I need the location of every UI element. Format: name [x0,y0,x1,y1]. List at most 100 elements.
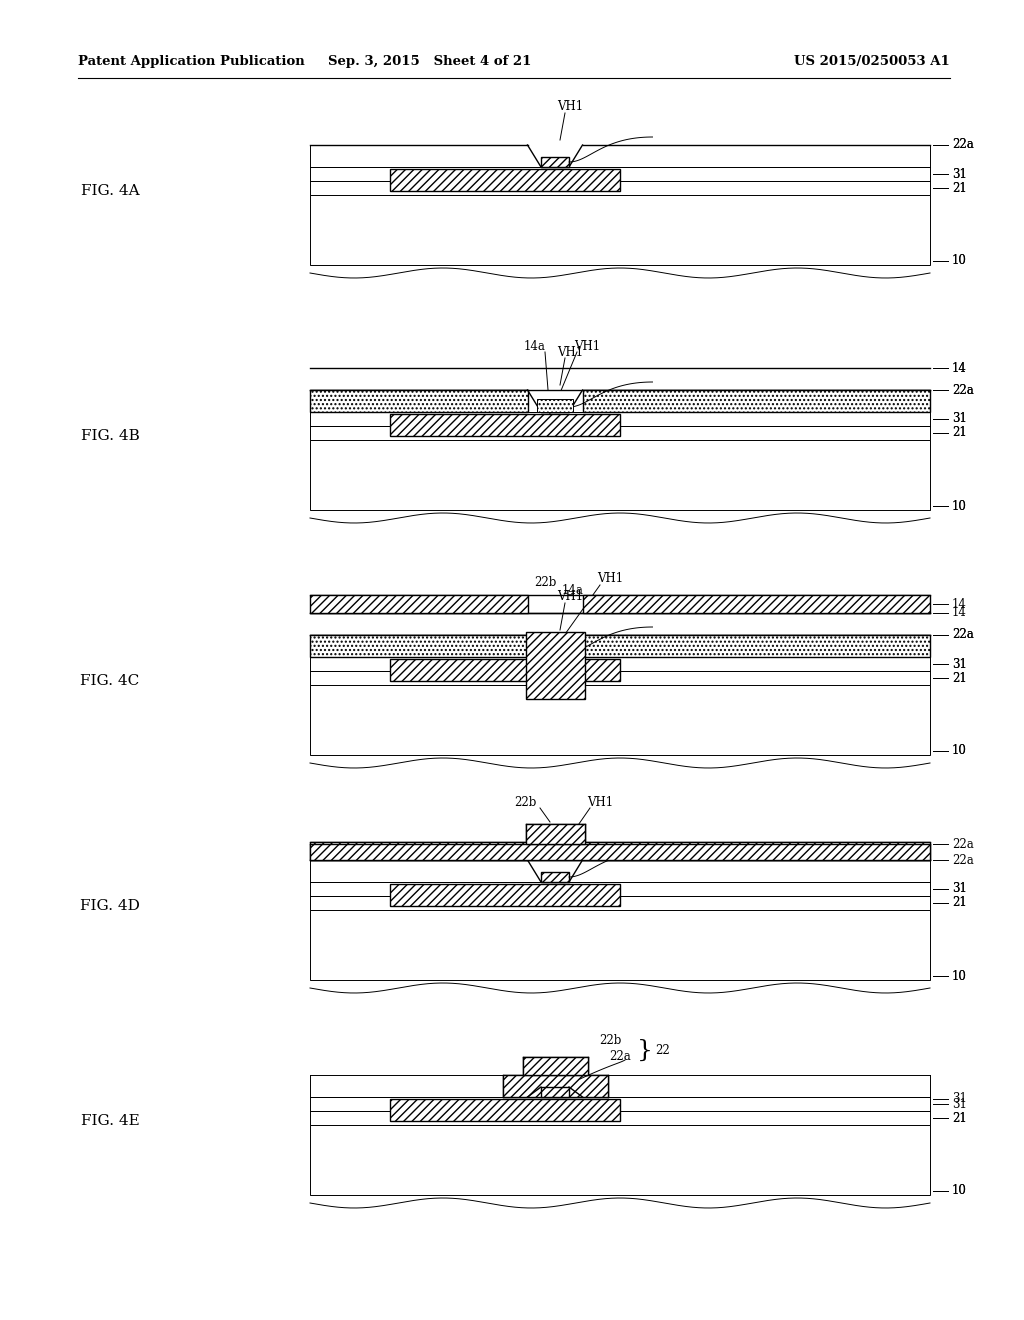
Text: 31: 31 [952,657,967,671]
Text: 22a: 22a [952,139,974,152]
Text: 21: 21 [952,896,967,909]
Text: 22: 22 [655,1044,671,1056]
Bar [390,1100,620,1121]
Text: US 2015/0250053 A1: US 2015/0250053 A1 [795,55,950,69]
Bar [525,632,585,700]
Text: 14: 14 [952,598,967,610]
Bar [310,843,930,861]
Bar [537,399,573,412]
Text: 22a: 22a [609,1051,631,1064]
Bar [583,635,930,657]
Bar [310,685,930,755]
Text: Patent Application Publication: Patent Application Publication [78,55,305,69]
Text: 21: 21 [952,1111,967,1125]
Bar [541,157,569,168]
Text: 31: 31 [952,657,967,671]
Bar [310,412,930,426]
Bar [503,1074,607,1097]
Text: 22b: 22b [514,796,537,808]
Text: FIG. 4A: FIG. 4A [81,183,139,198]
Text: 21: 21 [952,426,967,440]
Bar [525,824,585,843]
Text: 21: 21 [952,672,967,685]
Text: 22a: 22a [952,854,974,866]
Text: 31: 31 [952,168,967,181]
Bar [541,1086,569,1097]
Bar [310,861,930,882]
Text: 22a: 22a [952,384,974,396]
Bar [310,657,930,671]
Text: 14: 14 [952,362,967,375]
Text: 31: 31 [952,883,967,895]
Bar [310,145,930,168]
Text: VH1: VH1 [587,796,613,808]
Text: VH1: VH1 [557,346,583,359]
Text: VH1: VH1 [573,339,600,352]
Bar [310,1074,930,1097]
Bar [310,440,930,510]
Text: 10: 10 [952,969,967,982]
Text: FIG. 4B: FIG. 4B [81,429,139,444]
Text: 10: 10 [952,1184,967,1197]
Bar [541,403,569,412]
Bar [541,647,569,657]
Bar [310,1097,930,1111]
Text: VH1: VH1 [557,590,583,603]
Bar [310,635,930,657]
Text: 31: 31 [952,168,967,181]
Text: 21: 21 [952,181,967,194]
Text: 22b: 22b [599,1034,622,1047]
Bar [310,909,930,979]
Text: Sep. 3, 2015   Sheet 4 of 21: Sep. 3, 2015 Sheet 4 of 21 [329,55,531,69]
Bar [310,896,930,909]
Bar [583,389,930,412]
Bar [390,169,620,191]
Text: 21: 21 [952,426,967,440]
Bar [310,181,930,195]
Text: 10: 10 [952,499,967,512]
Text: VH1: VH1 [557,100,583,114]
Text: 31: 31 [952,1097,967,1110]
Text: 10: 10 [952,255,967,268]
Bar [390,884,620,906]
Bar [390,414,620,436]
Bar [310,595,527,612]
Text: 31: 31 [952,883,967,895]
Bar [310,426,930,440]
Text: FIG. 4C: FIG. 4C [80,675,139,688]
Bar [310,635,527,657]
Bar [310,389,930,412]
Text: 22b: 22b [534,577,556,590]
Bar [583,595,930,612]
Bar [310,842,930,861]
Bar [310,1125,930,1195]
Text: 21: 21 [952,672,967,685]
Text: 10: 10 [952,255,967,268]
Text: VH1: VH1 [597,572,623,585]
Bar [390,659,620,681]
Text: 22a: 22a [952,139,974,152]
Text: 31: 31 [952,1093,967,1106]
Bar [310,195,930,265]
Text: 21: 21 [952,181,967,194]
Text: 14a: 14a [524,339,546,352]
Text: 10: 10 [952,744,967,758]
Text: 10: 10 [952,499,967,512]
Text: 22a: 22a [952,628,974,642]
Bar [310,882,930,896]
Text: }: } [637,1039,653,1061]
Bar [310,671,930,685]
Text: FIG. 4D: FIG. 4D [80,899,140,913]
Text: 21: 21 [952,896,967,909]
Bar [541,873,569,882]
Text: 14: 14 [952,362,967,375]
Text: 22a: 22a [952,837,974,850]
Text: 10: 10 [952,969,967,982]
Text: 22a: 22a [952,384,974,396]
Text: 14: 14 [952,606,967,619]
Text: 14a: 14a [562,585,584,598]
Text: 31: 31 [952,412,967,425]
Bar [310,1111,930,1125]
Bar [522,1057,588,1074]
Bar [310,389,527,412]
